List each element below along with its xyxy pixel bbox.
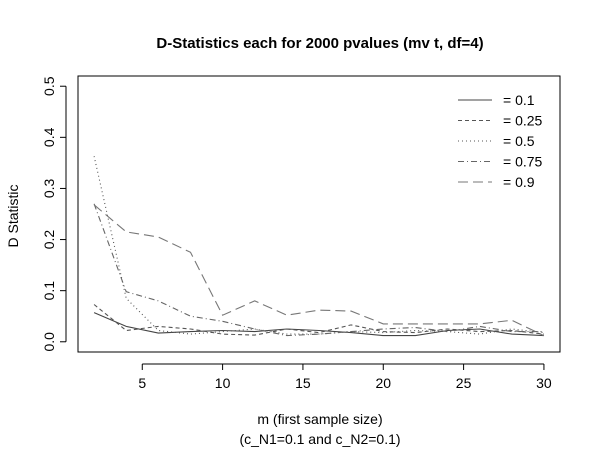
series-line-5: [93, 204, 545, 337]
y-tick-label: 0.1: [41, 281, 57, 301]
legend-label-5: = 0.9: [503, 174, 535, 190]
x-tick-label: 25: [456, 375, 472, 391]
legend-label-3: = 0.5: [503, 133, 535, 149]
chart-title: D-Statistics each for 2000 pvalues (mv t…: [156, 35, 483, 52]
series-layer: [93, 156, 545, 337]
x-tick-label: 10: [215, 375, 231, 391]
x-axis: 5 10 15 20 25 30: [138, 363, 552, 391]
x-tick-label: 30: [536, 375, 552, 391]
legend-label-1: = 0.1: [503, 92, 535, 108]
plot-frame: [77, 75, 561, 353]
y-axis: 0.0 0.1 0.2 0.3 0.4 0.5: [41, 76, 67, 352]
series-line-1: [93, 312, 544, 337]
series-line-2: [93, 304, 544, 336]
y-tick-label: 0.2: [41, 230, 57, 250]
legend-label-2: = 0.25: [503, 113, 543, 129]
legend: = 0.1 = 0.25 = 0.5 = 0.75 = 0.9: [458, 92, 543, 190]
x-axis-label: m (first sample size): [257, 411, 382, 427]
x-tick-label: 15: [295, 375, 311, 391]
y-tick-label: 0.3: [41, 179, 57, 199]
x-axis-label-line2: (c_N1=0.1 and c_N2=0.1): [239, 431, 400, 447]
x-tick-label: 5: [138, 375, 146, 391]
y-tick-label: 0.0: [41, 332, 57, 352]
legend-label-4: = 0.75: [503, 154, 543, 170]
y-tick-label: 0.4: [41, 127, 57, 147]
series-line-4: [93, 203, 544, 337]
y-tick-label: 0.5: [41, 76, 57, 96]
x-tick-label: 20: [375, 375, 391, 391]
y-axis-label: D Statistic: [5, 184, 21, 247]
series-line-3: [93, 156, 544, 335]
